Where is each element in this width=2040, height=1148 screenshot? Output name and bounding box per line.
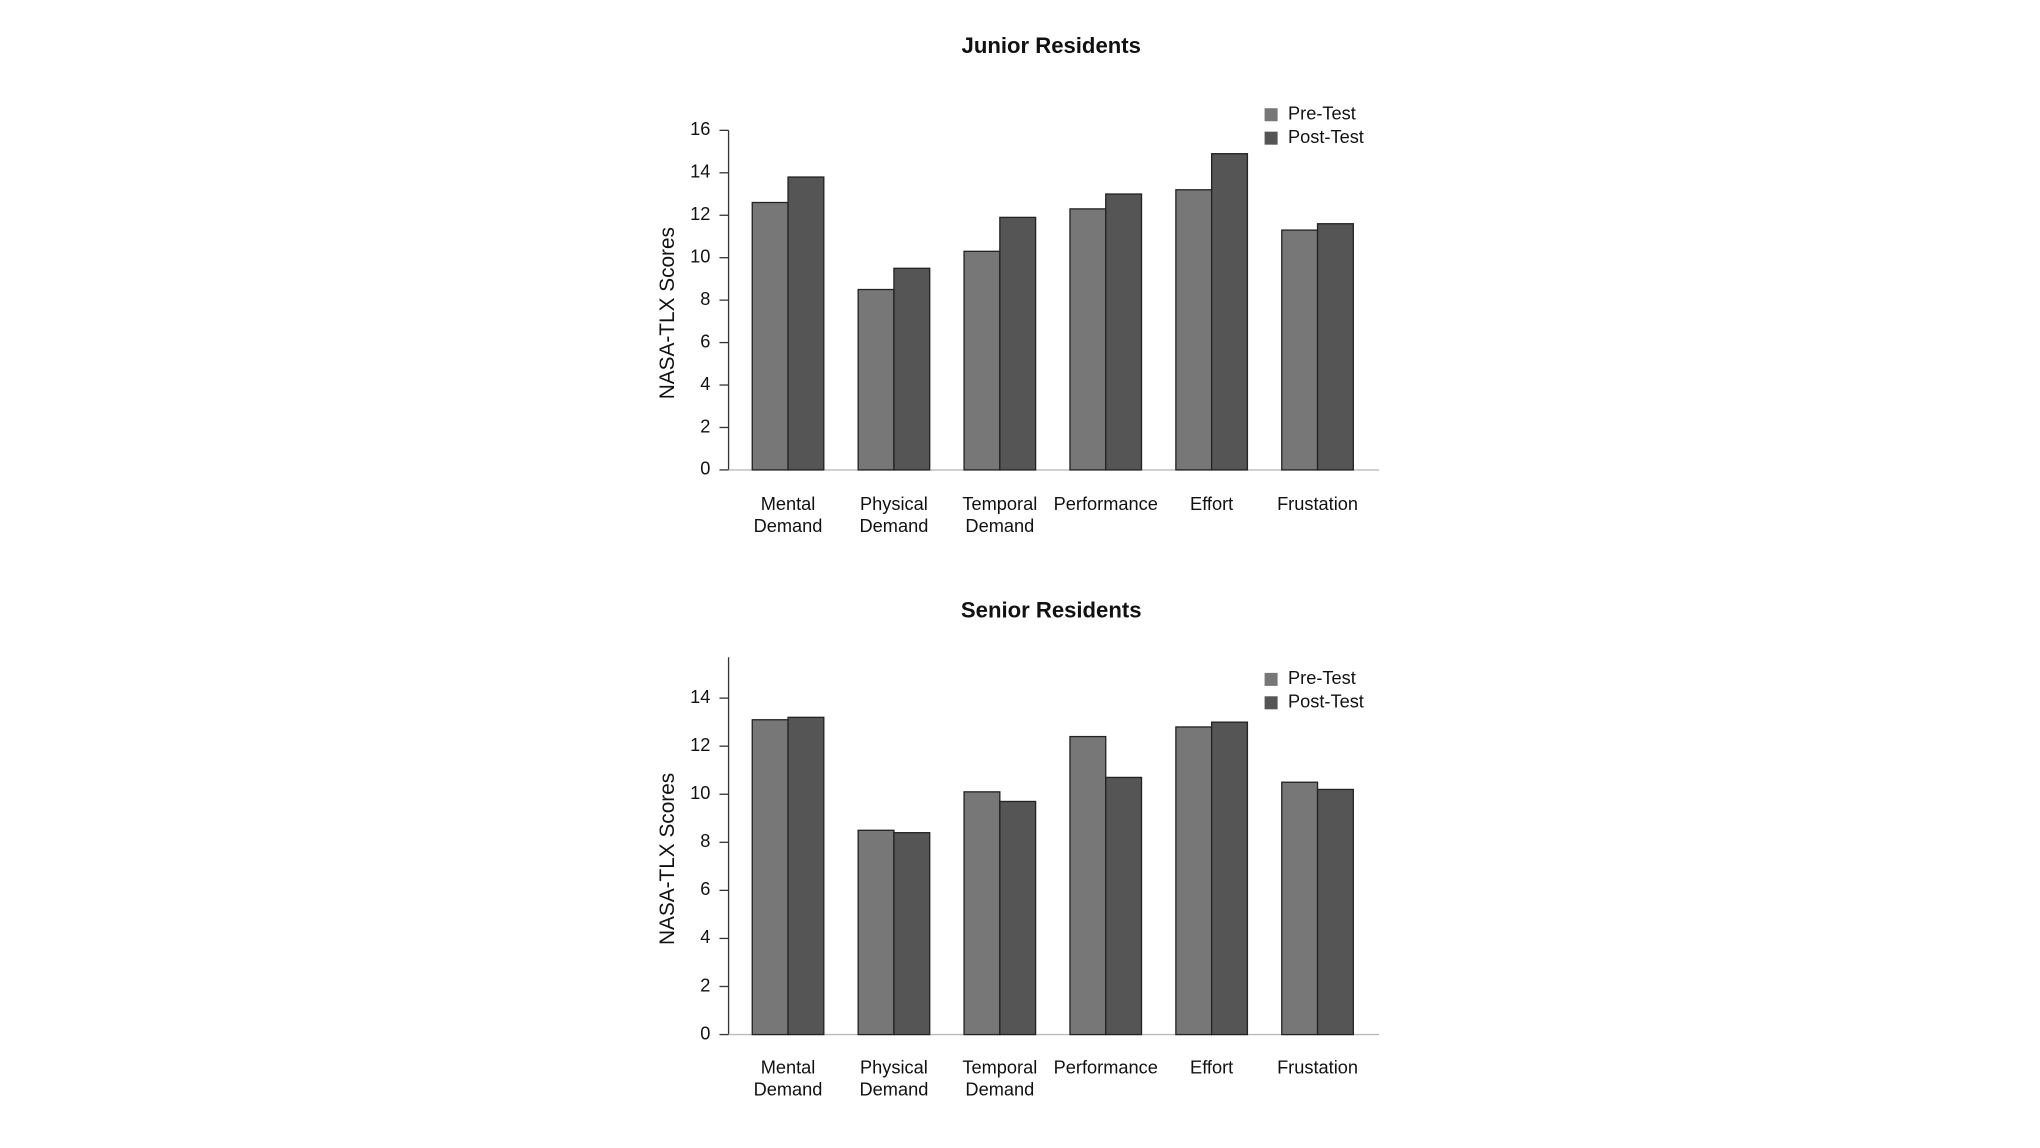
- bar: [1175, 726, 1213, 1036]
- x-tick-label: Effort: [1190, 494, 1233, 514]
- bar: [1105, 193, 1143, 471]
- bar: [787, 716, 825, 1036]
- x-tick-label: Frustation: [1277, 1057, 1358, 1077]
- y-tick-label: 16: [690, 119, 710, 139]
- bar: [893, 832, 931, 1036]
- y-tick-label: 0: [700, 459, 710, 479]
- bar: [1281, 781, 1319, 1036]
- bar: [963, 791, 1001, 1036]
- y-tick-label: 2: [700, 416, 710, 436]
- y-tick-label: 8: [700, 289, 710, 309]
- y-tick-label: 12: [690, 204, 710, 224]
- y-tick-label: 0: [700, 1023, 710, 1043]
- legend-swatch: [1264, 696, 1278, 710]
- chart-title: Junior Residents: [962, 33, 1141, 58]
- legend-label: Pre-Test: [1288, 104, 1356, 124]
- bar: [751, 719, 789, 1036]
- x-tick-label: Performance: [1054, 494, 1158, 514]
- legend-label: Post-Test: [1288, 127, 1364, 147]
- bar: [1281, 229, 1319, 471]
- y-tick-label: 14: [690, 687, 710, 707]
- x-tick-label: Physical Demand: [860, 494, 929, 536]
- bar: [1069, 208, 1107, 471]
- bar: [1105, 776, 1143, 1036]
- bar: [1175, 189, 1213, 471]
- y-axis-label: NASA-TLX Scores: [656, 227, 679, 399]
- x-tick-label: Frustation: [1277, 494, 1358, 514]
- chart-title: Senior Residents: [961, 598, 1142, 623]
- y-tick-label: 2: [700, 975, 710, 995]
- bar: [857, 829, 895, 1036]
- x-tick-label: Effort: [1190, 1057, 1233, 1077]
- y-axis-label: NASA-TLX Scores: [656, 773, 679, 945]
- x-tick-label: Physical Demand: [860, 1057, 929, 1099]
- bar: [999, 216, 1037, 471]
- y-tick-label: 10: [690, 247, 710, 267]
- y-tick-label: 10: [690, 783, 710, 803]
- x-tick-label: Performance: [1054, 1057, 1158, 1077]
- y-tick-label: 6: [700, 879, 710, 899]
- y-tick-label: 12: [690, 735, 710, 755]
- bar: [1069, 735, 1107, 1036]
- bar: [751, 201, 789, 471]
- bar: [1210, 153, 1249, 471]
- legend-swatch: [1264, 131, 1278, 145]
- y-tick-label: 4: [700, 374, 710, 394]
- legend-label: Post-Test: [1288, 692, 1364, 712]
- y-tick-label: 6: [700, 331, 710, 351]
- legend-label: Pre-Test: [1288, 668, 1356, 688]
- legend-swatch: [1264, 672, 1278, 686]
- x-tick-label: Mental Demand: [754, 1057, 823, 1099]
- bar: [1210, 721, 1249, 1036]
- x-tick-label: Temporal Demand: [962, 494, 1037, 536]
- y-tick-label: 8: [700, 831, 710, 851]
- bar: [893, 267, 931, 471]
- bar: [963, 250, 1001, 471]
- bar: [999, 800, 1037, 1036]
- bar: [1316, 788, 1354, 1036]
- bar: [857, 288, 895, 471]
- bar: [787, 176, 825, 471]
- x-tick-label: Temporal Demand: [962, 1057, 1037, 1099]
- y-tick-label: 4: [700, 927, 710, 947]
- y-tick-label: 14: [690, 162, 710, 182]
- bar: [1316, 223, 1354, 471]
- legend-swatch: [1264, 108, 1278, 122]
- x-tick-label: Mental Demand: [754, 494, 823, 536]
